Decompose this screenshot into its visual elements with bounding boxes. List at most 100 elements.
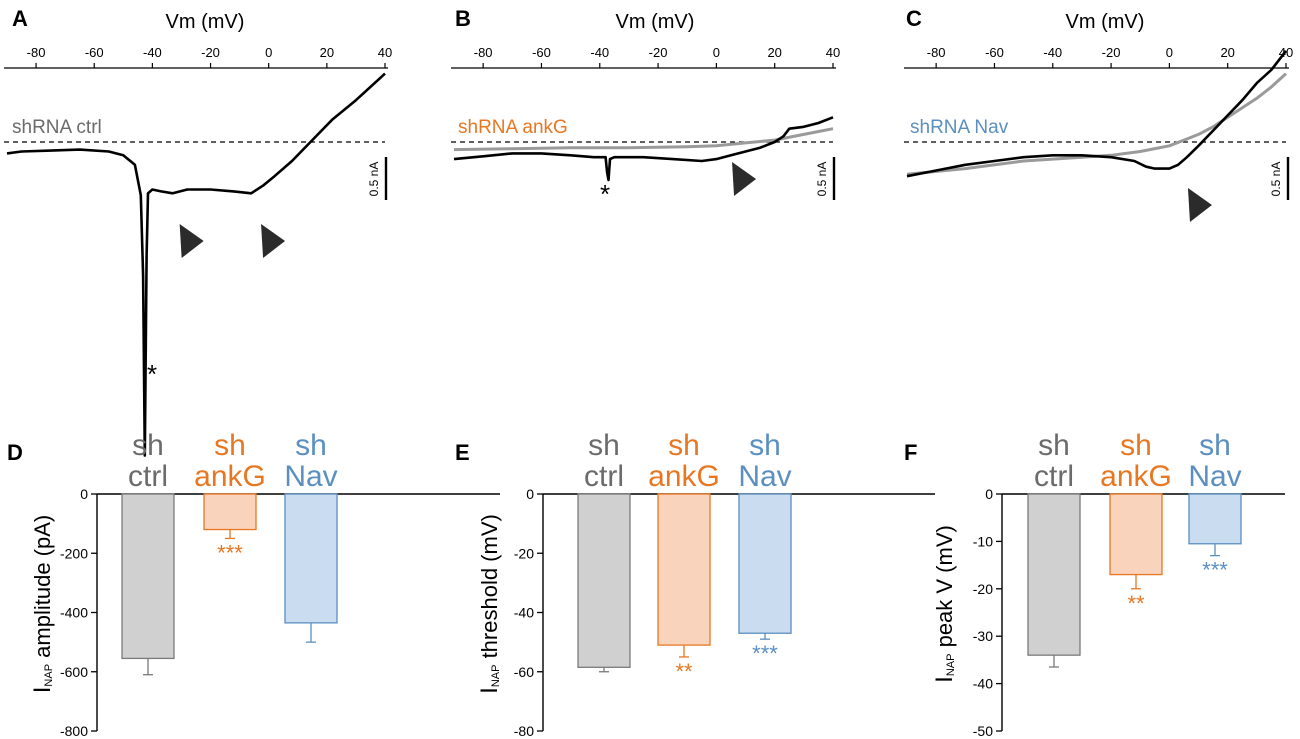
y-tick-label: -50: [973, 723, 993, 739]
category-label-line2: ankG: [1100, 460, 1172, 493]
y-tick-label: -20: [973, 581, 993, 597]
category-label-line1: sh: [1038, 429, 1070, 462]
trace-gray: [453, 127, 834, 152]
x-tick-label: -80: [474, 45, 493, 60]
category-label-line2: ctrl: [584, 460, 624, 493]
scale-bar-label: 0.5 nA: [1269, 162, 1283, 197]
y-tick-label: 0: [526, 486, 534, 502]
bar: [284, 493, 338, 624]
category-label-line1: sh: [588, 429, 620, 462]
significance-marker: ***: [217, 540, 243, 565]
y-tick-label: -10: [973, 533, 993, 549]
x-tick-label: -20: [649, 45, 668, 60]
category-label-line1: sh: [1120, 429, 1152, 462]
y-tick-label: 0: [985, 486, 993, 502]
bar: [738, 493, 792, 634]
category-label-line1: sh: [668, 429, 700, 462]
trace-black: [906, 50, 1288, 178]
x-tick-label: -40: [1043, 45, 1062, 60]
x-tick-label: -80: [927, 45, 946, 60]
category-label-line2: ctrl: [128, 460, 168, 493]
y-tick-label: -200: [60, 545, 88, 561]
y-tick-label: -40: [514, 605, 534, 621]
y-tick-label: -600: [60, 664, 88, 680]
y-tick-label: -20: [514, 545, 534, 561]
y-tick-label: -400: [60, 605, 88, 621]
category-label-line1: sh: [132, 429, 164, 462]
bar: [657, 493, 711, 646]
panel-B: B Vm (mV) -80 -60 -40 -20 0 20 40 shRNA ankG 0.5 n…: [451, 6, 840, 209]
panel-letter: D: [7, 440, 23, 465]
legend-label: shRNA Nav: [910, 117, 1009, 138]
x-tick-label: 40: [826, 45, 840, 60]
arrowhead-marker: [1187, 188, 1212, 222]
category-label-line1: sh: [749, 429, 781, 462]
bar: [577, 493, 631, 668]
asterisk-annotation: *: [147, 359, 157, 389]
x-tick-label: -40: [143, 45, 162, 60]
x-axis-title: Vm (mV): [166, 11, 245, 33]
y-tick-label: 0: [80, 486, 88, 502]
trace-black: [6, 72, 386, 457]
category-label-line1: sh: [1199, 429, 1231, 462]
significance-marker: ***: [1202, 558, 1228, 583]
scale-bar-label: 0.5 nA: [367, 162, 381, 197]
panel-letter: E: [455, 440, 470, 465]
bar: [1188, 493, 1242, 545]
asterisk-annotation: *: [600, 179, 610, 209]
x-tick-label: -20: [1102, 45, 1121, 60]
scale-bar-label: 0.5 nA: [815, 162, 829, 197]
x-tick-label: 20: [767, 45, 781, 60]
x-tick-label: 0: [713, 45, 720, 60]
legend-label: shRNA ctrl: [12, 117, 102, 138]
category-label-line2: ctrl: [1034, 460, 1074, 493]
y-axis-title: INAP threshold (mV): [476, 514, 503, 694]
category-label-line1: sh: [295, 429, 327, 462]
panel-letter: C: [906, 6, 922, 31]
x-tick-label: -40: [590, 45, 609, 60]
x-tick-label: -60: [985, 45, 1004, 60]
significance-marker: **: [1127, 591, 1145, 616]
category-label-line2: Nav: [1188, 460, 1241, 493]
category-label-line1: sh: [214, 429, 246, 462]
y-tick-label: -80: [514, 723, 534, 739]
bar: [121, 493, 175, 660]
legend-label: shRNA ankG: [458, 117, 568, 138]
bar: [203, 493, 257, 531]
significance-marker: ***: [752, 641, 778, 666]
y-tick-label: -60: [514, 664, 534, 680]
x-axis-title: Vm (mV): [1066, 11, 1145, 33]
arrowhead-marker: [261, 224, 286, 258]
x-axis-title: Vm (mV): [616, 11, 695, 33]
x-tick-label: 20: [1220, 45, 1234, 60]
category-label-line2: Nav: [284, 460, 337, 493]
trace-black: [453, 116, 834, 182]
y-tick-label: -800: [60, 723, 88, 739]
panel-letter: F: [904, 440, 917, 465]
y-tick-label: -40: [973, 676, 993, 692]
x-tick-label: -20: [201, 45, 220, 60]
x-tick-label: 0: [1166, 45, 1173, 60]
bar: [1109, 493, 1163, 576]
panel-letter: A: [12, 6, 28, 31]
trace-gray: [906, 72, 1288, 176]
x-tick-label: 40: [378, 45, 392, 60]
x-tick-label: -60: [85, 45, 104, 60]
panel-A: A Vm (mV) -80 -60 -40 -20 0 20 40 shRNA ctrl 0.5 n…: [4, 6, 392, 457]
category-label-line2: ankG: [194, 460, 266, 493]
bar: [1027, 493, 1081, 656]
category-label-line2: Nav: [738, 460, 791, 493]
panel-letter: B: [455, 6, 471, 31]
x-tick-label: -80: [27, 45, 46, 60]
y-tick-label: -30: [973, 628, 993, 644]
significance-marker: **: [675, 659, 693, 684]
arrowhead-marker: [732, 162, 757, 196]
y-axis-title: INAP peak V (mV): [931, 525, 958, 683]
category-label-line2: ankG: [648, 460, 720, 493]
x-tick-label: 20: [320, 45, 334, 60]
